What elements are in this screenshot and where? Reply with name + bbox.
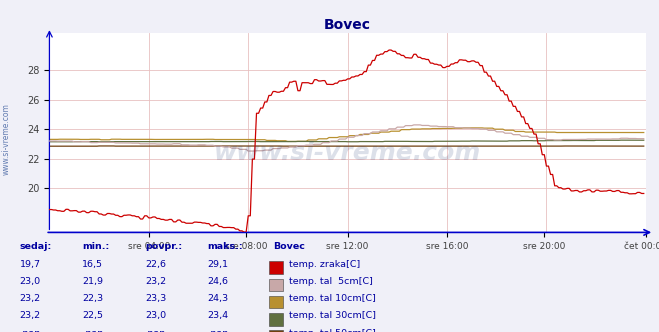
Text: 24,3: 24,3 (208, 294, 229, 303)
Text: www.si-vreme.com: www.si-vreme.com (2, 104, 11, 175)
Text: min.:: min.: (82, 242, 109, 251)
Text: sedaj:: sedaj: (20, 242, 52, 251)
Text: -nan: -nan (145, 329, 166, 332)
Text: 16,5: 16,5 (82, 260, 103, 269)
Text: 23,0: 23,0 (20, 277, 41, 286)
Text: povpr.:: povpr.: (145, 242, 182, 251)
Text: 23,3: 23,3 (145, 294, 166, 303)
Text: 23,2: 23,2 (20, 311, 41, 320)
Text: 19,7: 19,7 (20, 260, 41, 269)
Text: maks.:: maks.: (208, 242, 243, 251)
Text: 22,6: 22,6 (145, 260, 166, 269)
Title: Bovec: Bovec (324, 18, 371, 32)
Text: 23,2: 23,2 (145, 277, 166, 286)
Text: 22,5: 22,5 (82, 311, 103, 320)
Text: www.si-vreme.com: www.si-vreme.com (214, 141, 481, 165)
Text: 23,2: 23,2 (20, 294, 41, 303)
Text: 23,0: 23,0 (145, 311, 166, 320)
Text: temp. tal 30cm[C]: temp. tal 30cm[C] (289, 311, 376, 320)
Text: -nan: -nan (208, 329, 229, 332)
Text: -nan: -nan (82, 329, 103, 332)
Text: Bovec: Bovec (273, 242, 305, 251)
Text: temp. tal 50cm[C]: temp. tal 50cm[C] (289, 329, 376, 332)
Text: temp. tal  5cm[C]: temp. tal 5cm[C] (289, 277, 372, 286)
Text: 23,4: 23,4 (208, 311, 229, 320)
Text: 21,9: 21,9 (82, 277, 103, 286)
Text: temp. tal 10cm[C]: temp. tal 10cm[C] (289, 294, 376, 303)
Text: temp. zraka[C]: temp. zraka[C] (289, 260, 360, 269)
Text: 22,3: 22,3 (82, 294, 103, 303)
Text: 29,1: 29,1 (208, 260, 229, 269)
Text: 24,6: 24,6 (208, 277, 229, 286)
Text: -nan: -nan (20, 329, 41, 332)
